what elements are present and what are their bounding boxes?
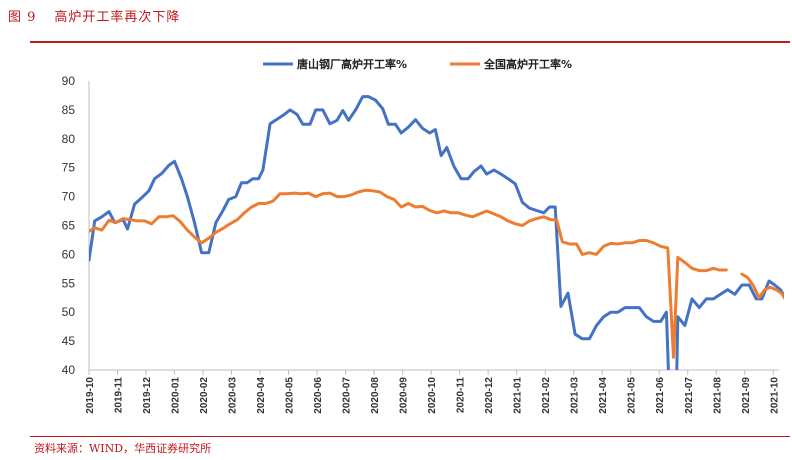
source-note: 资料来源：WIND，华西证券研究所: [34, 442, 212, 455]
x-tick-label: 2020-07: [342, 377, 353, 414]
figure-caption: 图 9 高炉开工率再次下降: [8, 6, 180, 25]
y-tick-label: 40: [62, 363, 76, 377]
x-tick-label: 2020-08: [370, 377, 381, 414]
x-tick-label: 2021-02: [541, 377, 552, 414]
series-layer: [89, 95, 784, 370]
y-axis: 40 45 50 55 60 65 70 75 80 85 90: [62, 74, 90, 377]
x-tick-label: 2020-10: [427, 377, 438, 414]
x-tick-label: 2021-03: [570, 377, 581, 414]
x-tick-label: 2019-10: [85, 377, 96, 414]
y-tick-label: 60: [62, 247, 76, 261]
y-tick-label: 55: [62, 276, 76, 290]
footer-divider: [30, 436, 790, 437]
y-tick-label: 90: [62, 74, 76, 88]
figure-title: 高炉开工率再次下降: [54, 10, 181, 25]
x-tick-label: 2020-03: [228, 377, 239, 414]
title-divider: [30, 41, 790, 43]
figure-number: 图 9: [8, 10, 37, 25]
legend: 唐山钢厂高炉开工率% 全国高炉开工率%: [263, 57, 572, 71]
x-tick-label: 2020-04: [256, 377, 267, 414]
x-tick-label: 2021-09: [741, 377, 752, 414]
x-tick-label: 2020-05: [285, 377, 296, 414]
x-tick-label: 2020-02: [199, 377, 210, 414]
x-tick-label: 2021-08: [712, 377, 723, 414]
series-line-tangshan: [675, 279, 784, 370]
y-tick-label: 50: [62, 305, 76, 319]
x-tick-label: 2020-06: [313, 377, 324, 414]
x-tick-label: 2019-11: [114, 377, 125, 414]
x-tick-label: 2020-12: [484, 377, 495, 414]
x-axis: 2019-10 2019-11 2019-12 2020-01 2020-02 2020-…: [85, 369, 780, 414]
x-tick-label: 2021-05: [627, 377, 638, 414]
y-tick-label: 45: [62, 334, 76, 348]
y-tick-label: 70: [62, 190, 76, 204]
y-tick-label: 80: [62, 132, 76, 146]
series-line-tangshan: [89, 95, 670, 370]
x-tick-label: 2020-01: [171, 377, 182, 414]
x-tick-label: 2021-07: [684, 377, 695, 414]
series-line-national: [89, 188, 728, 359]
x-tick-label: 2020-11: [456, 377, 467, 414]
series-line-national: [740, 272, 784, 301]
legend-label: 唐山钢厂高炉开工率%: [297, 57, 407, 71]
y-tick-label: 85: [62, 103, 76, 117]
x-tick-label: 2019-12: [142, 377, 153, 414]
x-tick-label: 2021-04: [598, 377, 609, 414]
y-tick-label: 75: [62, 161, 76, 175]
x-tick-label: 2021-01: [513, 377, 524, 414]
y-tick-label: 65: [62, 219, 76, 233]
x-tick-label: 2021-06: [655, 377, 666, 414]
legend-label: 全国高炉开工率%: [483, 57, 572, 71]
x-tick-label: 2020-09: [399, 377, 410, 414]
x-tick-label: 2021-10: [769, 377, 780, 414]
